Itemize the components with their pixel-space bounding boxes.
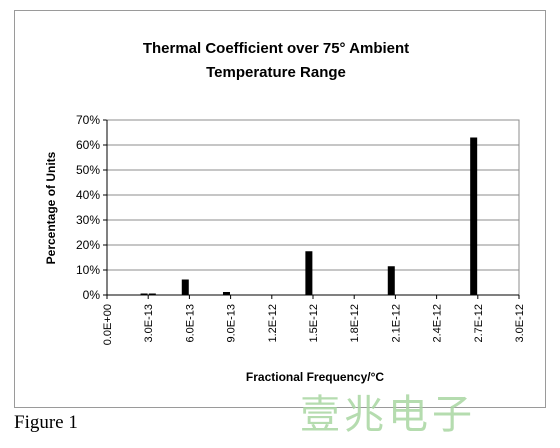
bar	[181, 279, 189, 295]
figure-caption: Figure 1	[14, 412, 78, 433]
x-tick-label: 3.0E-13	[143, 304, 155, 343]
y-tick-label: 30%	[76, 213, 100, 227]
chart-title-line-2: Temperature Range	[206, 64, 346, 81]
bar	[470, 137, 478, 295]
x-tick-label: 2.4E-12	[432, 304, 444, 343]
x-tick-labels: 0.0E+00 3.0E-13 6.0E-13 9.0E-13 1.2E-12 1.5E-…	[102, 295, 526, 345]
bar	[305, 251, 313, 295]
chart-title-line-1: Thermal Coefficient over 75° Ambient	[143, 40, 409, 57]
x-tick-label: 0.0E+00	[102, 304, 114, 345]
x-axis-label: Fractional Frequency/°C	[246, 370, 384, 384]
bar	[148, 293, 156, 295]
y-tick-label: 60%	[76, 138, 100, 152]
bar	[140, 293, 148, 295]
plot-area-border	[106, 119, 520, 296]
chart-frame: Thermal Coefficient over 75° Ambient Temp…	[14, 10, 546, 408]
bar	[387, 266, 395, 295]
y-tick-label: 50%	[76, 163, 100, 177]
x-tick-label: 2.1E-12	[390, 304, 402, 343]
x-tick-label: 3.0E-12	[514, 304, 526, 343]
x-tick-label: 2.7E-12	[473, 304, 485, 343]
y-tick-label: 10%	[76, 263, 100, 277]
watermark: 壹兆电子	[300, 392, 476, 438]
y-axis-label: Percentage of Units	[44, 151, 58, 264]
y-tick-label: 0%	[83, 288, 101, 302]
chart-svg: Thermal Coefficient over 75° Ambient Temp…	[44, 40, 526, 384]
x-tick-label: 1.8E-12	[349, 304, 361, 343]
y-tick-label: 20%	[76, 238, 100, 252]
chart-title: Thermal Coefficient over 75° Ambient Temp…	[143, 40, 409, 81]
x-tick-label: 1.2E-12	[267, 304, 279, 343]
y-tick-label: 40%	[76, 188, 100, 202]
x-tick-label: 9.0E-13	[226, 304, 238, 343]
bars	[140, 137, 478, 295]
bar	[222, 292, 230, 295]
x-tick-label: 6.0E-13	[184, 304, 196, 343]
x-tick-label: 1.5E-12	[308, 304, 320, 343]
axes	[106, 119, 520, 296]
y-tick-labels: 0% 10% 20% 30% 40% 50% 60% 70%	[76, 113, 100, 302]
y-tick-label: 70%	[76, 113, 100, 127]
